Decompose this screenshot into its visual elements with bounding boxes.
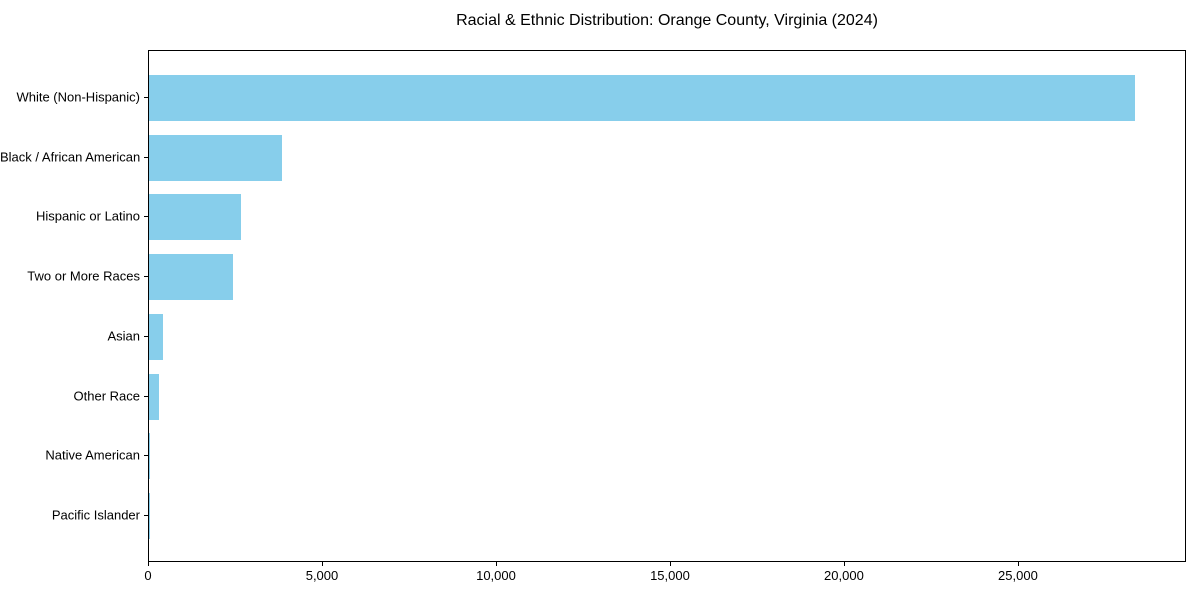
y-axis-label-white-non-hispanic: White (Non-Hispanic) xyxy=(16,89,140,105)
y-tick-mark xyxy=(144,156,148,158)
bar-hispanic-or-latino xyxy=(149,194,241,241)
y-tick-mark xyxy=(144,395,148,397)
chart-title: Racial & Ethnic Distribution: Orange Cou… xyxy=(456,12,878,29)
x-tick-label: 15,000 xyxy=(650,568,690,583)
bar-white-non-hispanic xyxy=(149,74,1136,121)
x-tick-label: 20,000 xyxy=(824,568,864,583)
bar-native-american xyxy=(149,433,151,480)
y-tick-mark xyxy=(144,216,148,218)
x-tick-mark xyxy=(321,562,323,566)
y-axis-label-black-african-american: Black / African American xyxy=(0,149,141,165)
bar-other-race xyxy=(149,373,160,420)
x-tick-mark xyxy=(148,562,149,566)
x-tick-label: 10,000 xyxy=(476,568,516,583)
bar-two-or-more-races xyxy=(149,254,233,301)
x-tick-mark xyxy=(495,562,497,566)
y-axis-label-hispanic-or-latino: Hispanic or Latino xyxy=(35,208,140,224)
x-tick-label: 0 xyxy=(144,568,152,583)
x-tick-mark xyxy=(669,562,671,566)
y-axis-label-native-american: Native American xyxy=(45,447,140,463)
x-tick-label: 25,000 xyxy=(998,568,1038,583)
y-tick-mark xyxy=(144,455,148,457)
bar-asian xyxy=(149,313,163,360)
y-axis-label-asian: Asian xyxy=(107,328,140,344)
x-tick-mark xyxy=(843,562,845,566)
y-tick-mark xyxy=(144,515,148,517)
x-tick-label: 5,000 xyxy=(305,568,339,583)
y-axis-label-other-race: Other Race xyxy=(73,388,140,404)
x-tick-mark xyxy=(1017,562,1019,566)
y-tick-mark xyxy=(144,276,148,278)
y-axis-label-pacific-islander: Pacific Islander xyxy=(51,507,140,523)
y-tick-mark xyxy=(144,96,148,98)
bar-black-african-american xyxy=(149,134,282,181)
y-tick-mark xyxy=(144,335,148,337)
y-axis-label-two-or-more-races: Two or More Races xyxy=(27,268,140,284)
plot-area xyxy=(148,50,1186,562)
